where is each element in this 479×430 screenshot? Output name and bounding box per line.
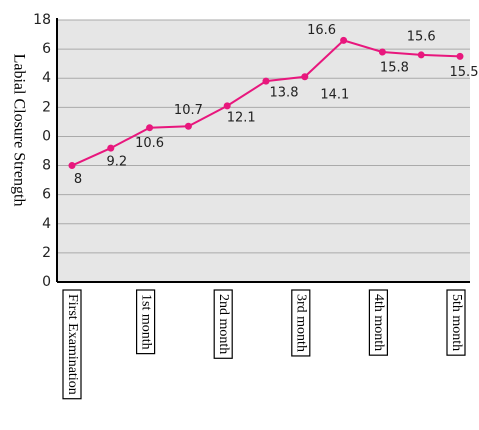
y-tick-label: 0 [42, 128, 51, 144]
x-tick-label: 5th month [449, 294, 464, 351]
data-label: 16.6 [307, 23, 336, 38]
data-label: 9.2 [106, 155, 127, 170]
data-point [301, 73, 309, 81]
data-point [378, 48, 386, 56]
data-label: 10.6 [135, 136, 164, 151]
x-tick-box [291, 289, 311, 357]
x-tick-label: 4th month [371, 294, 386, 351]
x-tick-label: 1st month [138, 294, 153, 350]
plot-area [57, 20, 470, 282]
y-tick-label: 2 [42, 245, 51, 261]
data-label: 10.7 [174, 103, 203, 118]
data-point [107, 144, 115, 152]
x-tick-box [446, 289, 466, 356]
y-tick-label: 18 [33, 12, 51, 28]
data-label: 12.1 [227, 110, 256, 125]
x-tick-box [368, 289, 388, 356]
data-point [262, 77, 270, 85]
x-tick-label: 3rd month [294, 294, 309, 352]
y-tick-label: 8 [42, 158, 51, 174]
data-point [223, 102, 231, 110]
data-point [417, 51, 425, 59]
y-tick-label: 0 [42, 274, 51, 290]
data-point [68, 162, 76, 170]
x-tick-box [136, 289, 156, 355]
data-label: 13.8 [270, 86, 299, 101]
y-tick-label: 4 [42, 70, 51, 86]
data-label: 15.5 [450, 65, 479, 80]
x-tick-box [213, 289, 233, 359]
y-tick-label: 6 [42, 41, 51, 57]
x-tick-box [62, 289, 82, 400]
y-axis-label: Labial Closure Strength [10, 54, 27, 207]
y-tick-label: 4 [42, 216, 51, 232]
y-tick-label: 6 [42, 187, 51, 203]
data-point [456, 52, 464, 60]
data-label: 8 [74, 172, 82, 187]
data-label: 15.8 [380, 61, 409, 76]
data-label: 14.1 [320, 87, 349, 102]
data-point [184, 122, 192, 130]
data-label: 15.6 [407, 29, 436, 44]
data-point [146, 124, 154, 132]
y-tick-label: 2 [42, 99, 51, 115]
x-tick-label: 2nd month [216, 294, 231, 354]
data-point [340, 36, 348, 44]
x-tick-label: First Examination [65, 294, 80, 395]
